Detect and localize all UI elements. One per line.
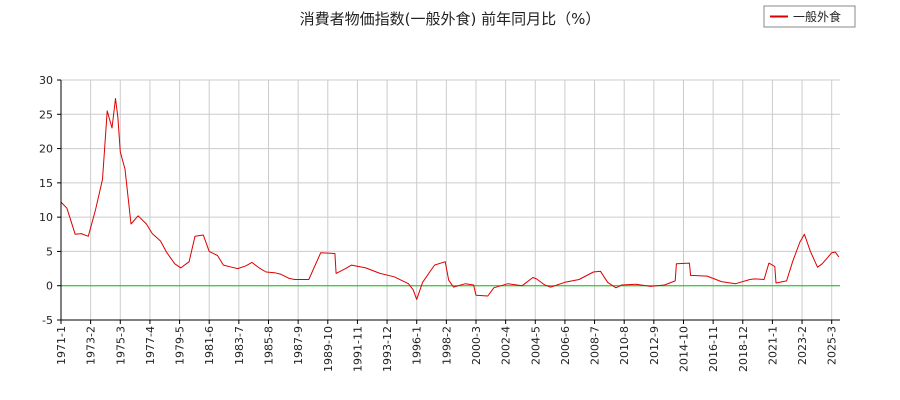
x-tick-label: 1981-6 — [203, 326, 216, 365]
x-tick-label: 2016-11 — [707, 326, 720, 372]
y-tick-label: 0 — [46, 280, 53, 293]
chart-title: 消費者物価指数(一般外食) 前年同月比（%） — [299, 10, 601, 28]
series-line-一般外食 — [60, 98, 840, 300]
x-tick-label: 1987-9 — [292, 326, 305, 365]
y-tick-label: 15 — [39, 177, 53, 190]
series-layer — [60, 98, 840, 300]
legend-box — [763, 5, 856, 28]
x-tick-label: 1993-12 — [381, 326, 394, 372]
x-tick-label: 2012-9 — [648, 326, 661, 365]
y-tick-label: -5 — [42, 314, 53, 327]
x-tick-label: 1991-11 — [351, 326, 364, 372]
x-tick-label: 2002-4 — [500, 326, 513, 365]
x-tick-label: 2010-8 — [618, 326, 631, 365]
y-tick-label: 5 — [46, 245, 53, 258]
x-tick-label: 2008-7 — [589, 326, 602, 365]
x-tick-label: 2004-5 — [529, 326, 542, 365]
x-tick-label: 1977-4 — [144, 326, 157, 365]
x-tick-label: 1973-2 — [85, 326, 98, 365]
legend-label: 一般外食 — [793, 9, 841, 24]
x-tick-label: 2006-6 — [559, 326, 572, 365]
y-tick-label: 25 — [39, 108, 53, 121]
axes: -5 0 5 10 15 20 25 30 1971-1 1973-2 1975-3 1977-4 19… — [39, 74, 840, 372]
x-tick-label: 1983-7 — [233, 326, 246, 365]
x-tick-label: 1996-1 — [411, 326, 424, 365]
x-tick-label: 1989-10 — [322, 326, 335, 372]
x-tick-label: 1971-1 — [55, 326, 68, 365]
x-tick-label: 2021-1 — [766, 326, 779, 365]
y-tick-label: 30 — [39, 74, 53, 87]
x-tick-label: 1985-8 — [262, 326, 275, 365]
x-tick-label: 2025-3 — [826, 326, 839, 365]
y-tick-label: 10 — [39, 211, 53, 224]
x-tick-label: 2014-10 — [677, 326, 690, 372]
x-tick-label: 1975-3 — [114, 326, 127, 365]
grid-lines — [60, 79, 840, 321]
x-tick-label: 2018-12 — [737, 326, 750, 372]
x-tick-label: 2023-2 — [796, 326, 809, 365]
x-tick-label: 1979-5 — [174, 326, 187, 365]
legend: 一般外食 — [763, 5, 856, 28]
x-tick-label: 1998-2 — [440, 326, 453, 365]
y-tick-label: 20 — [39, 143, 53, 156]
x-tick-label: 2000-3 — [470, 326, 483, 365]
